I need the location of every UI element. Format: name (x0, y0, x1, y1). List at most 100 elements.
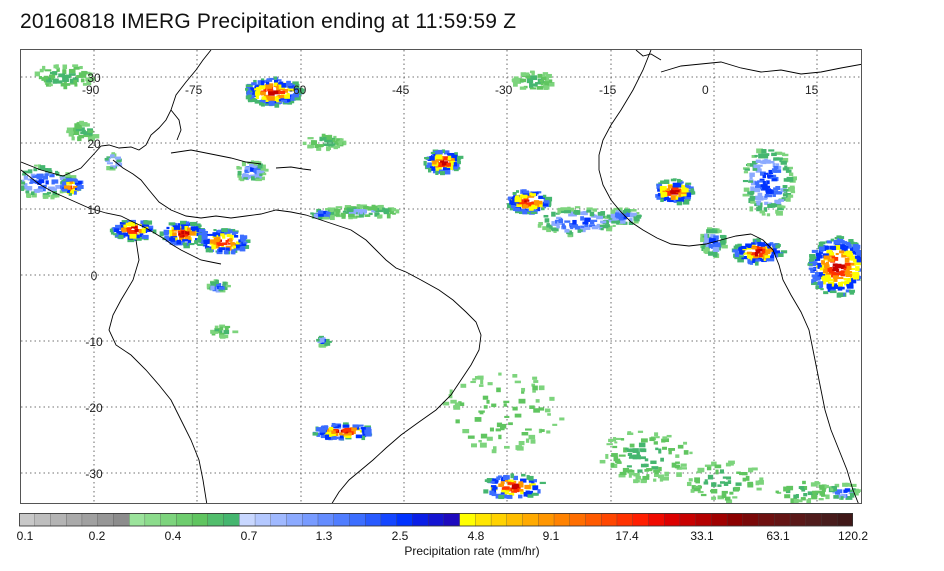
colorbar-swatch (695, 513, 713, 527)
map-canvas: -90 -75 -60 -45 -30 -15 0 15 30 20 10 0 -10 -20 -30 (21, 50, 861, 503)
precip-cluster (507, 189, 553, 215)
colorbar-swatch (207, 513, 225, 527)
colorbar-tick-label: 9.1 (542, 529, 560, 543)
colorbar-swatch (129, 513, 146, 527)
colorbar-swatch (711, 513, 728, 527)
colorbar-swatch (490, 513, 508, 527)
colorbar-swatch (837, 513, 853, 527)
coastline-gulf-of-guinea (750, 233, 859, 503)
coastline-south-america-west (108, 239, 208, 503)
lon-label: 0 (702, 83, 709, 97)
colorbar-tick-label: 0.4 (164, 529, 182, 543)
map-title: 20160818 IMERG Precipitation ending at 1… (20, 10, 517, 33)
graticule-labels: -90 -75 -60 -45 -30 -15 0 15 30 20 10 0 -10 -20 -30 (82, 71, 819, 481)
lon-label: -90 (82, 83, 100, 97)
colorbar-swatch (19, 513, 36, 527)
colorbar-swatch (113, 513, 130, 527)
colorbar-swatch (34, 513, 52, 527)
colorbar-swatch (365, 513, 382, 527)
colorbar-swatch (254, 513, 272, 527)
precip-cluster (599, 430, 693, 484)
coastline-florida (170, 109, 182, 141)
coastline-central-america (21, 169, 222, 265)
precip-cluster (537, 206, 617, 238)
colorbar-swatch (758, 513, 775, 527)
colorbar-title: Precipitation rate (mm/hr) (404, 544, 540, 558)
coastline-iberia (635, 50, 662, 61)
precip-cluster (511, 70, 555, 90)
colorbar-tick-label: 63.1 (766, 529, 790, 543)
colorbar-swatch (616, 513, 634, 527)
colorbar-tick-label: 17.4 (615, 529, 639, 543)
colorbar-swatch (475, 513, 492, 527)
precip-cluster (66, 120, 100, 142)
colorbar-swatch (302, 513, 319, 527)
colorbar-swatch (789, 513, 807, 527)
colorbar-swatch (380, 513, 398, 527)
colorbar-tick-label: 0.1 (16, 529, 34, 543)
colorbar-swatch (317, 513, 335, 527)
colorbar-tick-label: 4.8 (467, 529, 485, 543)
colorbar-swatch (742, 513, 760, 527)
colorbar-swatch (333, 513, 351, 527)
colorbar-swatch (270, 513, 288, 527)
precipitation-map: -90 -75 -60 -45 -30 -15 0 15 30 20 10 0 -10 -20 -30 (20, 49, 862, 504)
precip-cluster (700, 227, 728, 259)
lon-label: -15 (599, 83, 617, 97)
coastline-hispaniola (275, 166, 312, 171)
colorbar-swatch (412, 513, 429, 527)
colorbar-tick-labels: 0.1 0.2 0.4 0.7 1.3 2.5 4.8 9.1 17.4 33.1 63.1 120.… (0, 529, 944, 545)
lon-label: -45 (392, 83, 410, 97)
colorbar-swatch (459, 513, 476, 527)
colorbar-tick-label: 0.2 (88, 529, 106, 543)
colorbar-swatch (553, 513, 571, 527)
colorbar-swatch (97, 513, 115, 527)
precip-cluster (245, 76, 305, 108)
colorbar-swatch (81, 513, 99, 527)
colorbar-swatch (601, 513, 618, 527)
precip-cluster (686, 460, 764, 503)
precip-cluster (206, 279, 231, 293)
lat-label: 0 (91, 269, 98, 283)
colorbar-tick-label: 0.7 (240, 529, 258, 543)
colorbar-swatch (648, 513, 665, 527)
colorbar-swatch (726, 513, 744, 527)
lat-label: -10 (85, 335, 103, 349)
precip-cluster (196, 228, 251, 255)
coastline-caribbean-mainland (112, 159, 422, 281)
precip-cluster (310, 208, 336, 221)
precip-cluster (312, 422, 373, 441)
precip-cluster (210, 324, 239, 339)
colorbar-swatch (632, 513, 650, 527)
colorbar-tick-label: 2.5 (391, 529, 409, 543)
coastline-south-america-east (331, 279, 482, 503)
colorbar-swatch (50, 513, 67, 527)
precip-cluster (34, 64, 95, 90)
precip-cluster (59, 178, 84, 196)
gridlines (21, 50, 861, 503)
coastline-cuba (170, 149, 262, 165)
precip-cluster (604, 207, 642, 225)
precip-cluster (742, 148, 798, 217)
colorbar-swatch (286, 513, 303, 527)
colorbar (19, 513, 853, 527)
colorbar-swatch (538, 513, 555, 527)
colorbar-swatch (679, 513, 697, 527)
coastline-mediterranean (660, 61, 861, 75)
colorbar-swatch (223, 513, 240, 527)
precipitation-field (21, 64, 861, 503)
colorbar-tick-label: 120.2 (837, 529, 869, 543)
colorbar-swatch (349, 513, 366, 527)
coastline-gulf-of-mexico (21, 50, 212, 177)
lat-label: -30 (85, 467, 103, 481)
colorbar-swatch (239, 513, 256, 527)
precip-cluster (109, 219, 157, 243)
lat-label: 20 (87, 137, 101, 151)
colorbar-tick-label: 1.3 (315, 529, 333, 543)
colorbar-swatch (569, 513, 587, 527)
colorbar-swatch (664, 513, 681, 527)
precip-cluster (236, 160, 269, 182)
precip-cluster (483, 473, 546, 500)
colorbar-swatch (144, 513, 162, 527)
colorbar-swatch (396, 513, 414, 527)
